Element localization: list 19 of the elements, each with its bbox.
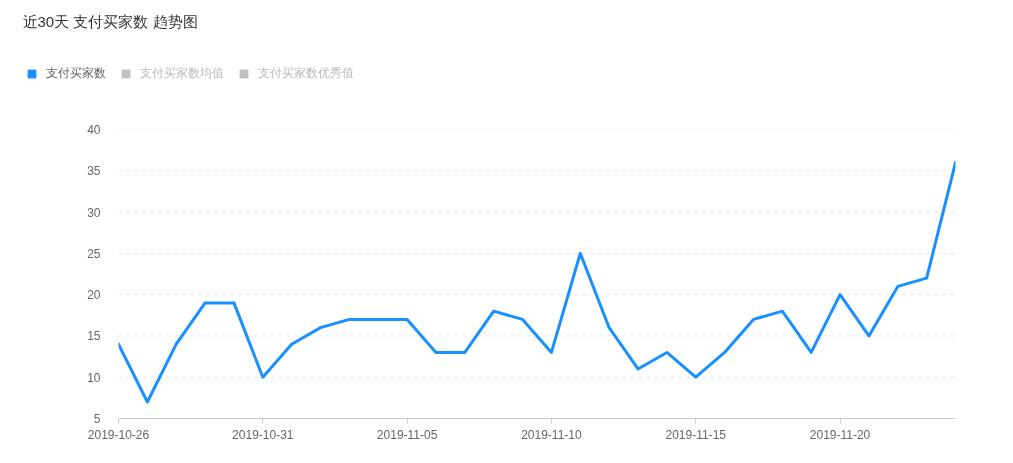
- legend-label: 支付买家数优秀值: [258, 64, 354, 82]
- y-tick-label: 40: [87, 123, 101, 137]
- legend-label: 支付买家数: [46, 64, 106, 82]
- y-tick-label: 20: [87, 288, 101, 303]
- y-tick-label: 10: [87, 370, 101, 385]
- x-tick-label: 2019-11-15: [665, 427, 727, 442]
- y-tick-label: 35: [87, 164, 101, 179]
- x-tick-label: 2019-10-26: [87, 427, 150, 442]
- x-tick-label: 2019-11-05: [376, 427, 438, 442]
- line-series: [118, 161, 956, 404]
- y-tick-label: 25: [87, 246, 101, 261]
- x-tick-label: 2019-11-10: [521, 427, 582, 442]
- chart-title: 近30天 支付买家数 趋势图: [22, 12, 198, 30]
- x-tick-label: 2019-11-20: [809, 427, 871, 442]
- y-tick-label: 30: [87, 205, 101, 220]
- x-tick-label: 2019-10-31: [232, 427, 294, 442]
- legend-label: 支付买家数均值: [140, 64, 224, 82]
- y-tick-label: 5: [93, 412, 101, 426]
- y-tick-label: 15: [87, 329, 101, 344]
